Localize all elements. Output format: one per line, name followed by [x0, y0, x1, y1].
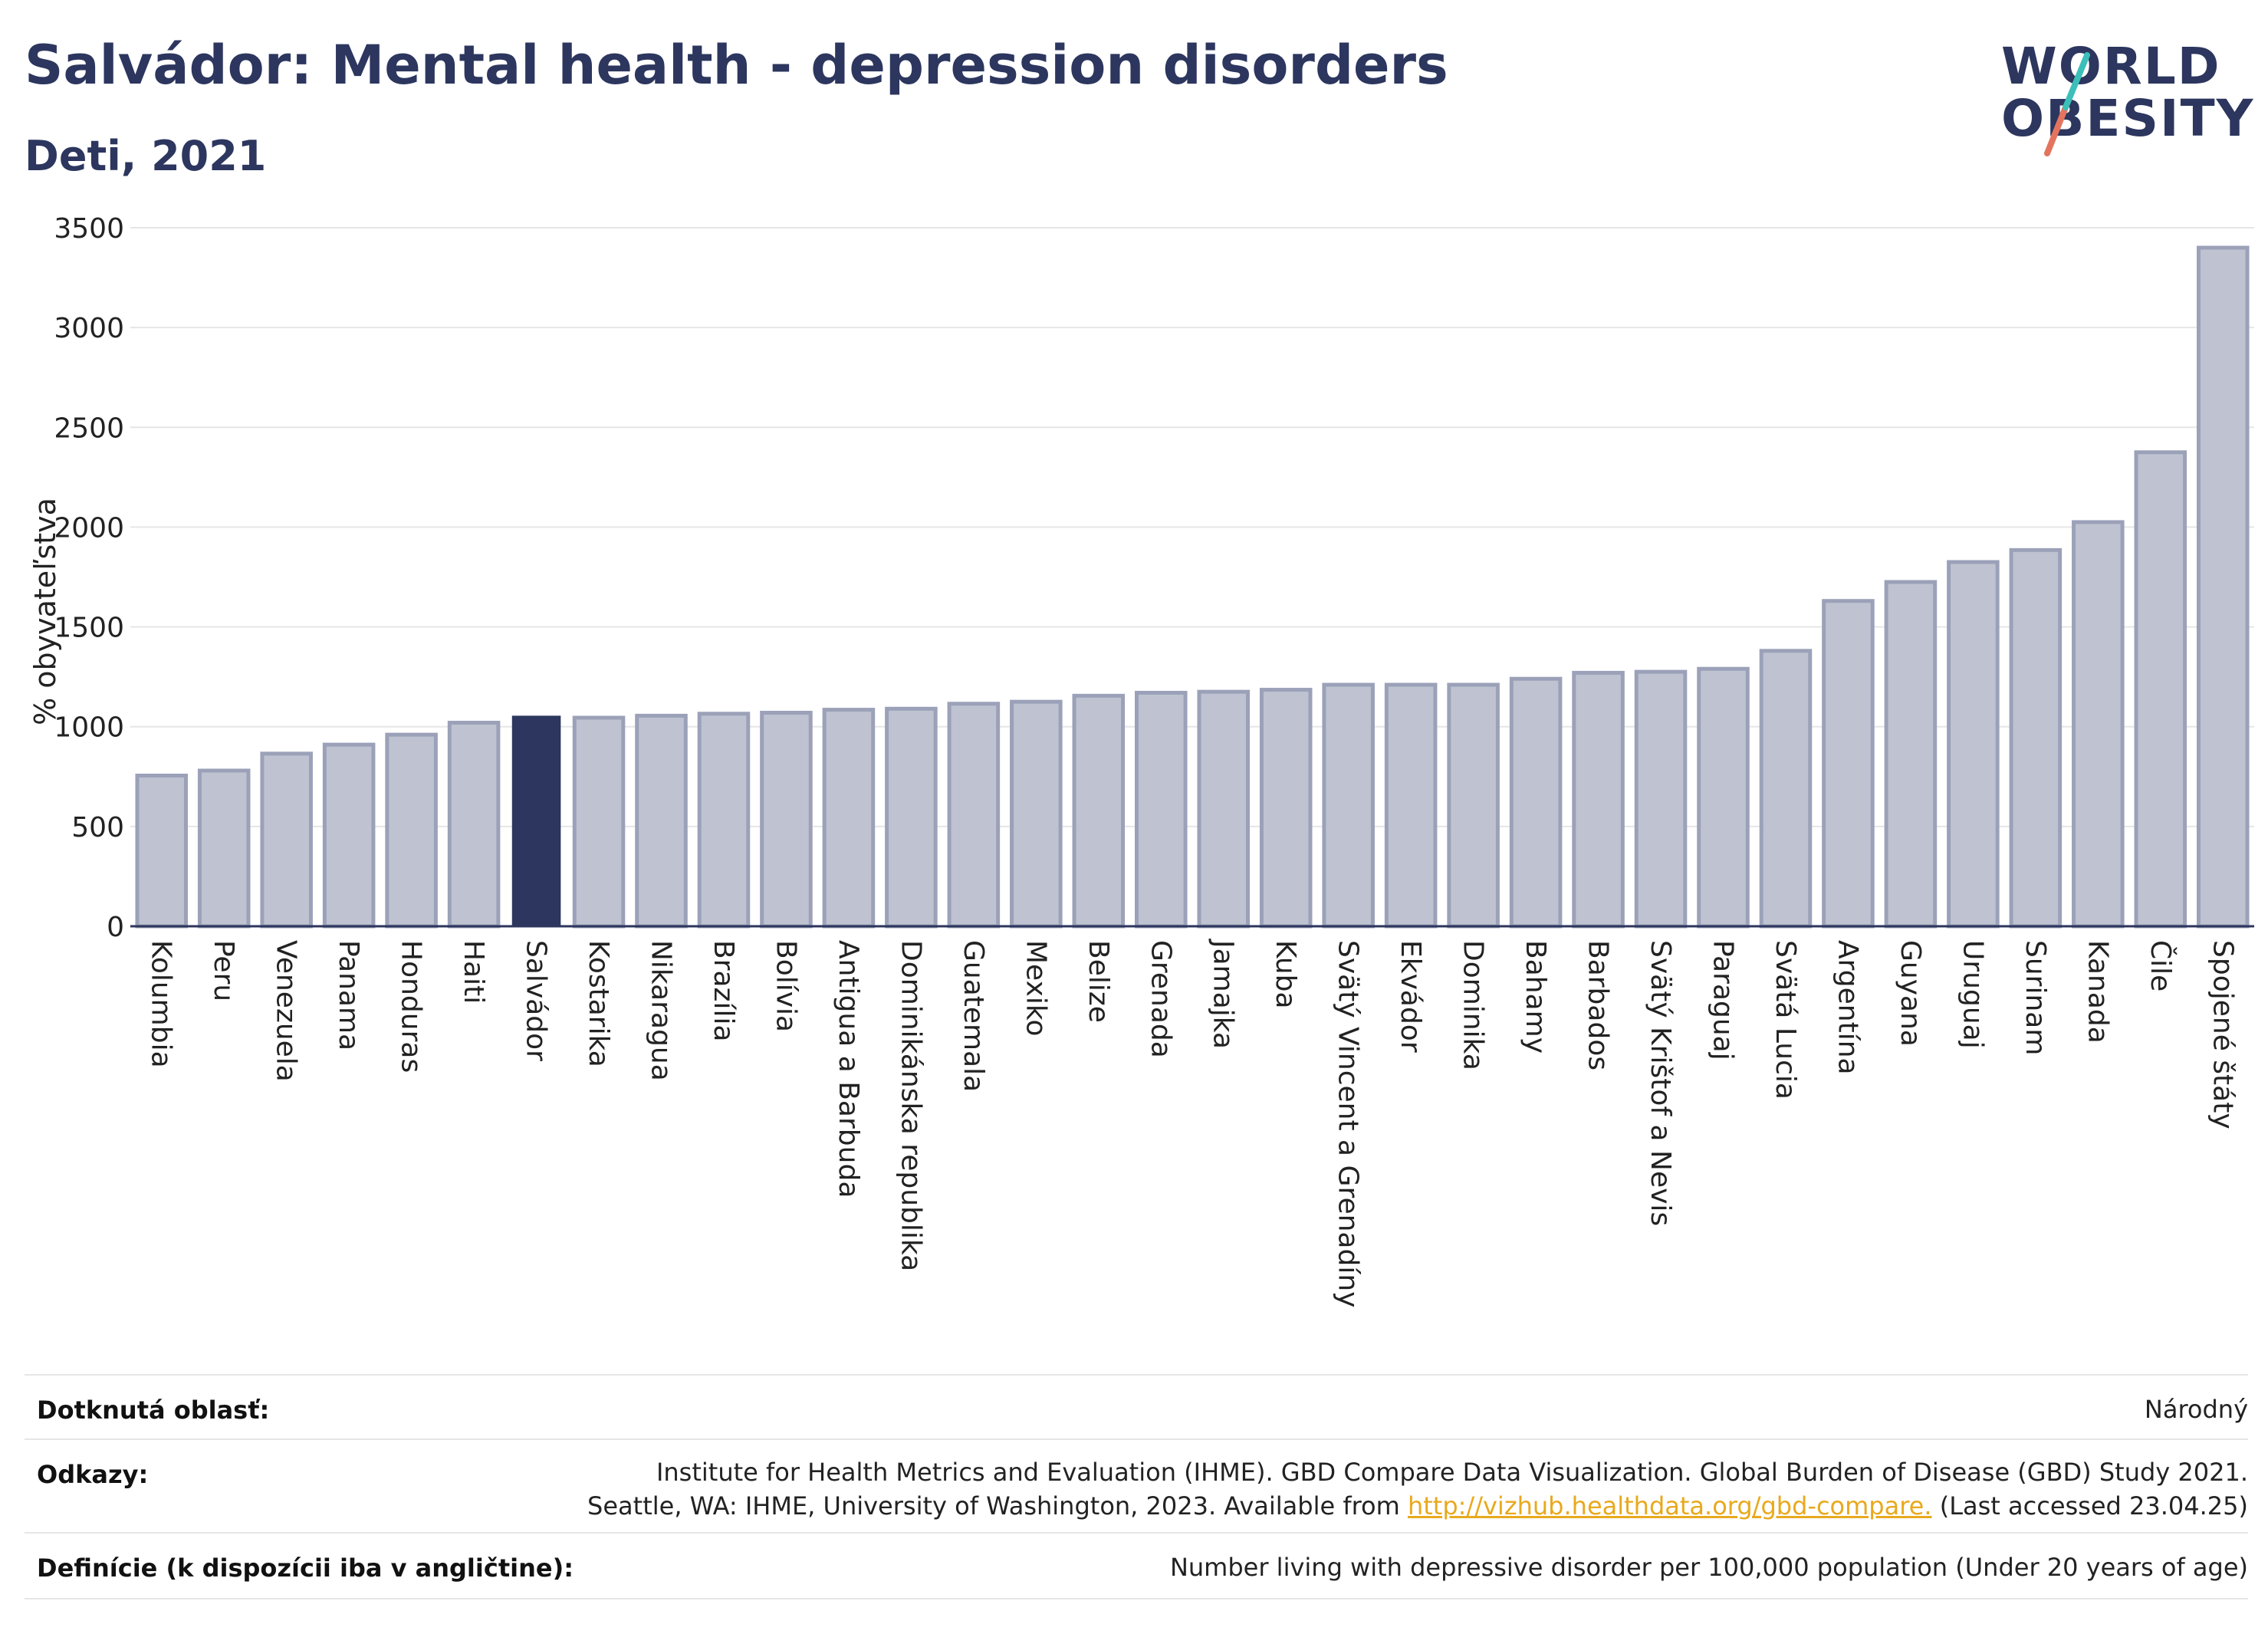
area-label: Dotknutá oblasť: — [37, 1396, 270, 1425]
bar — [1259, 688, 1313, 929]
x-tick-label: Antigua a Barbuda — [833, 940, 864, 1198]
y-axis-label: % obyvateľstva — [28, 498, 62, 725]
refs-label: Odkazy: — [37, 1460, 149, 1489]
bar — [885, 706, 938, 929]
bar — [760, 710, 813, 929]
x-tick-label: Venezuela — [271, 940, 302, 1082]
x-tick-label: Grenada — [1145, 940, 1176, 1058]
y-tick-label: 500 — [71, 812, 124, 843]
x-tick-label: Barbados — [1583, 940, 1614, 1070]
y-tick-label: 3000 — [54, 313, 124, 344]
bar — [1572, 670, 1625, 929]
area-value: Národný — [2144, 1395, 2248, 1424]
bar — [1947, 560, 2000, 929]
bar — [2009, 547, 2063, 929]
x-tick-label: Argentína — [1832, 940, 1863, 1075]
chart-title: Salvádor: Mental health - depression dis… — [25, 34, 1448, 97]
bar — [635, 713, 688, 929]
refs-link[interactable]: http://vizhub.healthdata.org/gbd-compare… — [1407, 1491, 1932, 1521]
chart-subtitle: Deti, 2021 — [25, 132, 267, 180]
bar — [2134, 450, 2187, 929]
refs-value: Institute for Health Metrics and Evaluat… — [587, 1455, 2248, 1523]
x-tick-label: Spojené štáty — [2207, 940, 2238, 1129]
x-tick-label: Honduras — [396, 940, 427, 1073]
bar — [1134, 690, 1188, 929]
bar — [511, 715, 561, 926]
x-tick-label: Dominikánska republika — [895, 940, 926, 1271]
logo-word-1: WORLD — [2001, 37, 2221, 96]
x-tick-label: Peru — [208, 940, 239, 1001]
x-tick-label: Ekvádor — [1395, 940, 1426, 1053]
x-tick-label: Uruguaj — [1957, 940, 1988, 1049]
x-tick-label: Guyana — [1895, 940, 1926, 1047]
bar — [260, 751, 313, 929]
bar — [1197, 689, 1251, 929]
x-tick-label: Svätý Vincent a Grenadíny — [1333, 940, 1364, 1307]
x-tick-label: Jamajka — [1208, 939, 1239, 1049]
x-tick-label: Salvádor — [521, 940, 552, 1061]
y-tick-label: 1000 — [54, 712, 124, 744]
x-tick-label: Panama — [333, 940, 364, 1050]
x-tick-label: Paraguaj — [1708, 940, 1739, 1060]
refs-line-2: Seattle, WA: IHME, University of Washing… — [587, 1489, 2248, 1523]
bar — [2196, 245, 2250, 929]
bar — [697, 712, 751, 929]
y-tick-label: 0 — [107, 912, 124, 943]
bar — [947, 702, 1001, 929]
bar — [1322, 682, 1375, 929]
bar — [322, 742, 376, 929]
x-tick-label: Svätá Lucia — [1770, 940, 1801, 1100]
refs-line-2-post: (Last accessed 23.04.25) — [1931, 1491, 2248, 1521]
x-tick-label: Brazília — [708, 940, 739, 1042]
meta-row-definition: Definície (k dispozícii iba v angličtine… — [25, 1532, 2248, 1599]
x-tick-label: Bahamy — [1520, 940, 1551, 1054]
x-tick-label: Dominika — [1458, 940, 1489, 1070]
logo-word-2: OBESITY — [2001, 89, 2255, 148]
y-tick-label: 2000 — [54, 512, 124, 544]
bar — [1634, 669, 1688, 929]
bar — [572, 715, 626, 929]
bar — [197, 768, 251, 929]
x-tick-label: Nikaragua — [646, 940, 677, 1081]
bar — [1447, 682, 1500, 929]
bar — [385, 732, 438, 929]
x-tick-label: Guatemala — [958, 940, 989, 1092]
x-tick-label: Čile — [2145, 940, 2177, 991]
x-tick-label: Kuba — [1270, 940, 1301, 1009]
meta-row-refs: Odkazy: Institute for Health Metrics and… — [25, 1438, 2248, 1534]
bar — [447, 721, 501, 929]
refs-line-1: Institute for Health Metrics and Evaluat… — [656, 1458, 2248, 1487]
logo-slash-icon — [2044, 52, 2090, 156]
x-tick-label: Kolumbia — [146, 940, 177, 1068]
x-tick-label: Kanada — [2082, 940, 2113, 1044]
bar — [2072, 520, 2125, 929]
bar — [1759, 649, 1813, 929]
bar — [1884, 580, 1938, 929]
bar — [1822, 599, 1875, 929]
bar — [1509, 676, 1563, 929]
bar-chart: 0 500 1000 1500 2000 2500 3000 3500 % obyvateľst… — [28, 213, 2254, 1307]
bar — [135, 773, 189, 929]
x-tick-label: Kostarika — [583, 940, 614, 1067]
x-tick-label: Surinam — [2020, 940, 2051, 1055]
x-tick-label: Belize — [1083, 940, 1114, 1023]
x-tick-label: Svätý Krištof a Nevis — [1645, 940, 1676, 1226]
bar — [1384, 682, 1438, 929]
y-tick-label: 3500 — [54, 213, 124, 245]
x-tick-label: Mexiko — [1020, 940, 1051, 1036]
definition-value: Number living with depressive disorder p… — [1169, 1553, 2248, 1582]
refs-line-2-pre: Seattle, WA: IHME, University of Washing… — [587, 1491, 1408, 1521]
bar — [1697, 666, 1750, 929]
bar — [822, 708, 876, 929]
definition-label: Definície (k dispozícii iba v angličtine… — [37, 1553, 574, 1583]
bar — [1072, 693, 1126, 929]
y-tick-label: 1500 — [54, 613, 124, 644]
x-tick-label: Haiti — [458, 940, 489, 1004]
world-obesity-logo: WORLD OBESITY — [2001, 38, 2254, 161]
y-tick-label: 2500 — [54, 413, 124, 444]
x-tick-label: Bolívia — [770, 940, 801, 1032]
bar — [1010, 699, 1063, 929]
meta-row-area: Dotknutá oblasť: Národný — [25, 1374, 2248, 1440]
